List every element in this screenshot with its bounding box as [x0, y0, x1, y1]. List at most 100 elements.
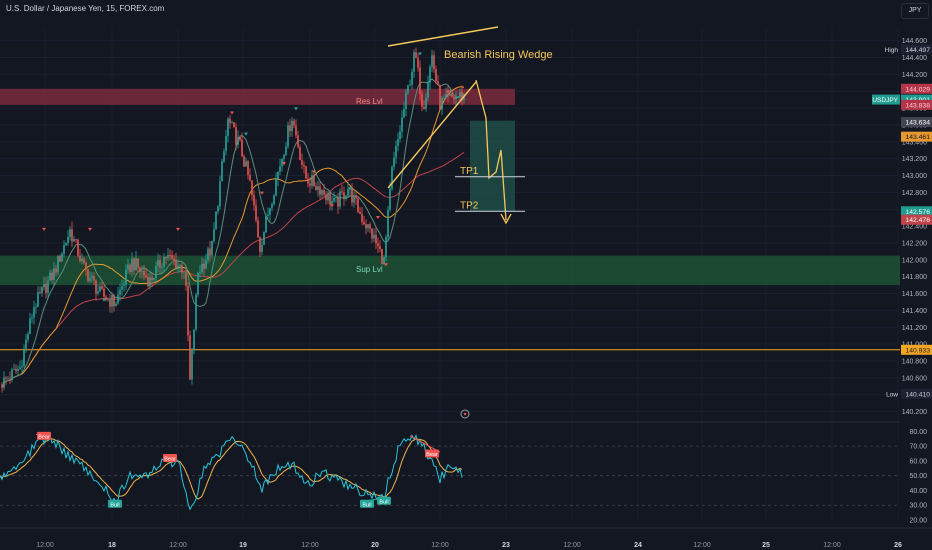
candle: [1, 382, 3, 393]
candle-body: [309, 183, 311, 186]
time-tick-label: 25: [762, 542, 770, 549]
candle-body: [123, 284, 125, 287]
signal-arrow: [294, 107, 298, 111]
candle-body: [419, 67, 421, 95]
candle-body: [251, 180, 253, 196]
candle: [215, 211, 217, 231]
candle-body: [31, 317, 33, 319]
candle: [257, 216, 259, 239]
candle-body: [333, 197, 335, 202]
candle: [305, 165, 307, 180]
candle: [309, 176, 311, 193]
candle: [163, 253, 165, 273]
candle-body: [411, 71, 413, 85]
candle-body: [341, 191, 343, 193]
tp2-label: TP2: [460, 200, 479, 211]
candle-body: [397, 139, 399, 146]
candle: [83, 256, 85, 265]
candle-body: [395, 145, 397, 158]
candle: [69, 226, 71, 241]
orange-tag: 143.461: [901, 131, 932, 142]
candle: [261, 238, 263, 256]
candle-body: [291, 120, 293, 132]
candle-body: [79, 255, 81, 262]
candle-body: [211, 240, 213, 256]
candle-body: [193, 329, 195, 350]
candle-body: [427, 82, 429, 98]
dark-tag-text: 143.634: [905, 120, 930, 127]
candle-body: [95, 280, 97, 294]
signal-arrow: [230, 111, 234, 115]
candle-body: [445, 93, 447, 98]
candle-body: [409, 84, 411, 86]
candle-body: [253, 195, 255, 206]
candle-body: [389, 188, 391, 210]
price-tick-label: 142.200: [902, 240, 927, 247]
candle-body: [161, 266, 163, 268]
candle-body: [27, 334, 29, 340]
candle-body: [139, 267, 141, 272]
candle-body: [189, 335, 191, 380]
low-label: Low: [886, 391, 898, 398]
candle: [109, 293, 111, 313]
candle-body: [159, 260, 161, 268]
candle: [47, 276, 49, 300]
candle-body: [135, 258, 137, 271]
currency-selector[interactable]: JPY: [901, 3, 929, 19]
candle-body: [313, 175, 315, 187]
candle-body: [23, 348, 25, 367]
candle-body: [133, 258, 135, 271]
candle: [241, 132, 243, 158]
price-grid: [0, 28, 900, 520]
candle-body: [373, 234, 375, 239]
candle-body: [177, 265, 179, 270]
time-tick-label: 12:00: [301, 542, 319, 549]
candle: [63, 240, 65, 258]
candle: [353, 189, 355, 208]
candle: [245, 157, 247, 167]
candle-body: [431, 55, 433, 67]
candle: [27, 331, 29, 343]
rsi-signal-tag: Bear: [425, 449, 439, 458]
candle-body: [207, 248, 209, 261]
candle: [379, 240, 381, 253]
candle: [91, 272, 93, 283]
candle: [197, 271, 199, 298]
candle: [211, 240, 213, 259]
rsi-signal-tag: Bear: [37, 431, 51, 440]
price-tick-label: 140.200: [902, 409, 927, 416]
candle: [395, 140, 397, 164]
candle: [173, 254, 175, 266]
candle: [315, 182, 317, 191]
candle-body: [441, 98, 443, 110]
candle: [141, 265, 143, 279]
candle-body: [153, 278, 155, 281]
candle: [281, 158, 283, 172]
candle: [119, 283, 121, 302]
signal-arrow: [102, 298, 106, 302]
candle-body: [131, 258, 133, 272]
candle-body: [73, 239, 75, 242]
candle: [157, 253, 159, 273]
candle: [357, 196, 359, 214]
candle: [45, 277, 47, 299]
candle: [267, 207, 269, 219]
candle-body: [19, 367, 21, 370]
candle-body: [323, 190, 325, 195]
candle-body: [7, 378, 9, 380]
price-tick-label: 144.200: [902, 72, 927, 79]
rsi-signal-box: [37, 431, 51, 440]
candle-body: [421, 94, 423, 107]
candle: [327, 190, 329, 205]
tp1-label: TP1: [460, 166, 479, 177]
ma-slow-line: [1, 151, 465, 388]
candle-body: [173, 258, 175, 261]
candle-body: [393, 157, 395, 167]
candle-body: [325, 194, 327, 201]
time-tick-label: 12:00: [431, 542, 449, 549]
candle-body: [371, 228, 373, 239]
candle: [207, 246, 209, 264]
candle: [71, 221, 73, 247]
